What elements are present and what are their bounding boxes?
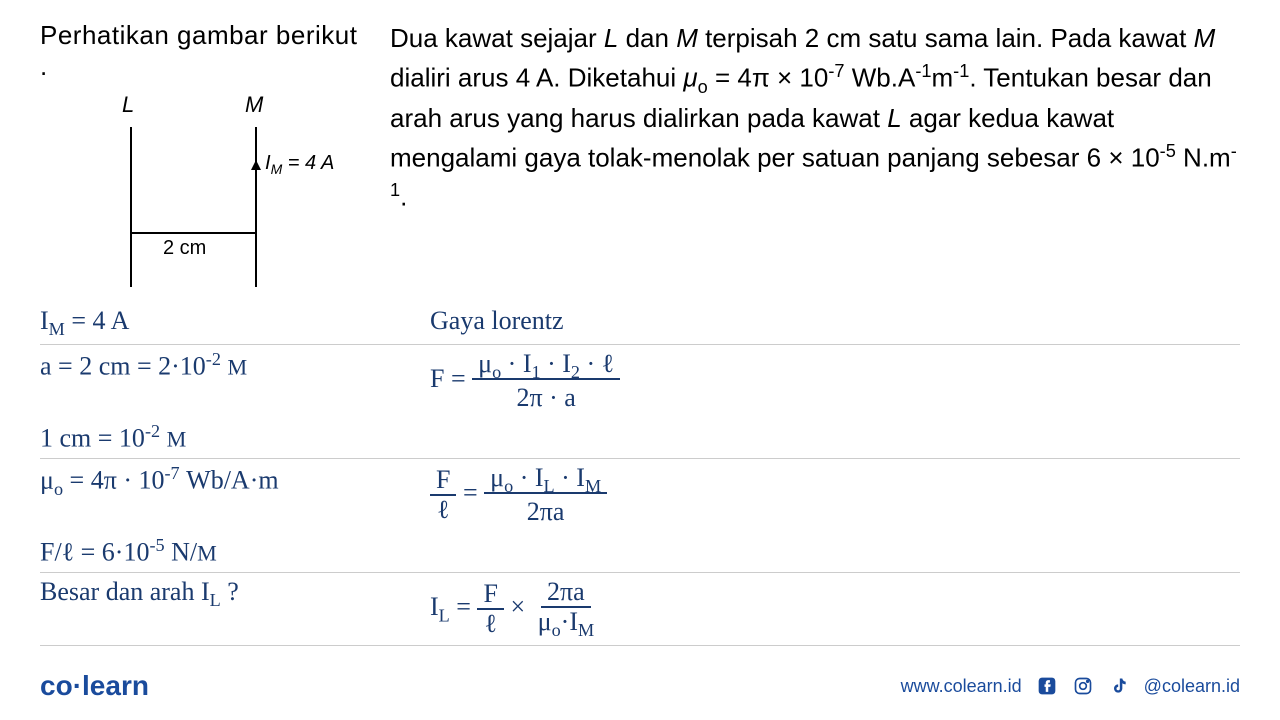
hw-row-3-right: Fℓ = μo · IL · IM2πa <box>420 459 1240 531</box>
hw-row-2-right <box>420 417 1240 458</box>
label-M: M <box>245 92 263 118</box>
hw-row-4-right <box>420 531 1240 572</box>
footer-url: www.colearn.id <box>901 676 1022 697</box>
instagram-icon <box>1072 675 1094 697</box>
hw-row-5-right: IL = Fℓ × 2πaμo·IM <box>420 573 1240 645</box>
wire-L <box>130 127 132 287</box>
hw-row-0-left: IM = 4 A <box>40 302 420 344</box>
hw-row-1-left: a = 2 cm = 2·10-2 M <box>40 345 420 417</box>
instruction-text: Perhatikan gambar berikut . <box>40 20 370 82</box>
hw-row-5-left: Besar dan arah IL ? <box>40 573 420 645</box>
logo: co·learn <box>40 670 149 702</box>
wire-hbar <box>130 232 257 234</box>
hw-row-3-left: μo = 4π · 10-7 Wb/A·m <box>40 459 420 531</box>
tiktok-icon <box>1108 675 1130 697</box>
wire-diagram: L M IM = 4 A 2 cm <box>60 92 340 292</box>
label-L: L <box>122 92 134 118</box>
hw-row-4-left: F/ℓ = 6·10-5 N/M <box>40 531 420 572</box>
hw-row-0-right: Gaya lorentz <box>420 302 1240 344</box>
hw-row-1-right: F = μo · I1 · I2 · ℓ2π · a <box>420 345 1240 417</box>
facebook-icon <box>1036 675 1058 697</box>
problem-text: Dua kawat sejajar L dan M terpisah 2 cm … <box>390 20 1240 292</box>
footer: co·learn www.colearn.id @colearn.id <box>40 670 1240 702</box>
distance-label: 2 cm <box>163 237 206 260</box>
arrow-up-icon <box>251 160 261 170</box>
wire-M <box>255 127 257 287</box>
handwritten-work: IM = 4 A Gaya lorentz a = 2 cm = 2·10-2 … <box>40 302 1240 646</box>
footer-handle: @colearn.id <box>1144 676 1240 697</box>
hw-row-2-left: 1 cm = 10-2 M <box>40 417 420 458</box>
current-label: IM = 4 A <box>265 152 334 177</box>
